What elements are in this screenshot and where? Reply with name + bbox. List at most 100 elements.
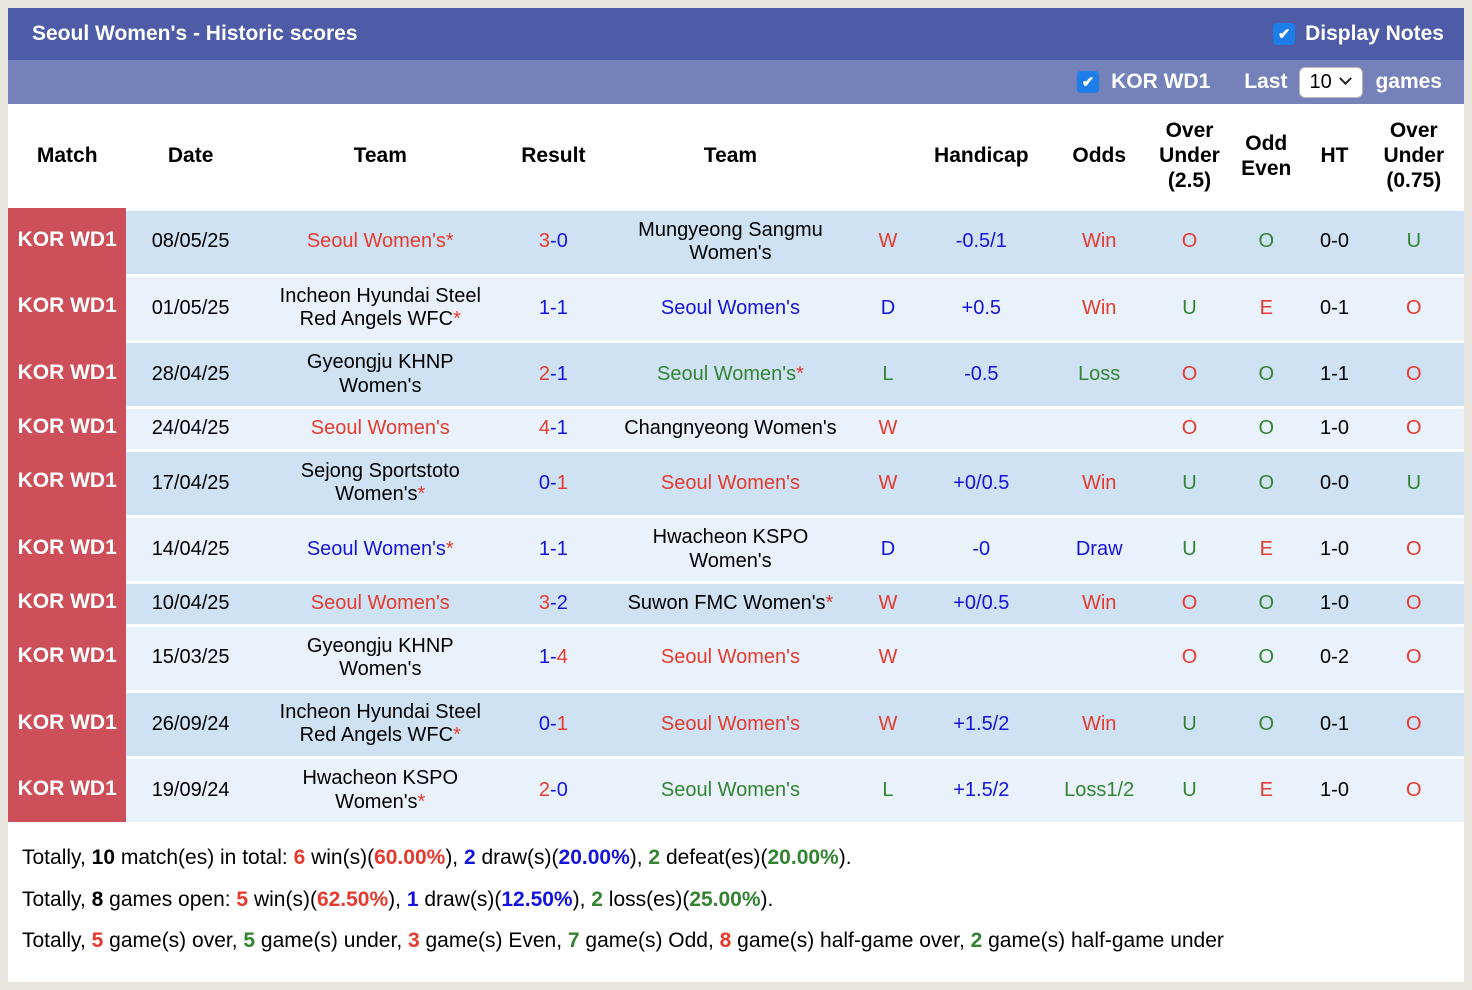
league-checkbox[interactable]: ✔	[1077, 71, 1100, 93]
cell-over-under-25: U	[1151, 514, 1228, 582]
col-header-handicap: Handicap	[916, 104, 1047, 208]
text: +0.5	[961, 296, 1002, 319]
cell-wdl: L	[859, 339, 917, 407]
text: O	[1406, 592, 1422, 615]
cell-over-under-25: O	[1151, 406, 1228, 449]
text: O	[1181, 417, 1198, 440]
text: U	[1406, 471, 1422, 494]
team-name: Seoul Women's	[660, 646, 800, 669]
cell-odds: Win	[1046, 581, 1152, 624]
cell-team-home: Seoul Women's*	[254, 514, 506, 582]
display-notes-checkbox[interactable]: ✔	[1273, 23, 1296, 45]
team-name: Hwacheon KSPO Women's*	[302, 767, 459, 813]
col-header-odd_even: Odd Even	[1227, 104, 1306, 208]
text: O	[1258, 592, 1275, 615]
text: Draw	[1075, 537, 1123, 560]
cell-over-under-075: O	[1363, 689, 1464, 757]
cell-odds	[1046, 406, 1152, 449]
text: U	[1182, 296, 1197, 319]
summary-segment: Totally,	[22, 846, 92, 870]
team-name: Incheon Hyundai Steel Red Angels WFC*	[279, 700, 481, 747]
team-name: Seoul Women's	[660, 471, 800, 494]
cell-odd-even: O	[1227, 689, 1306, 757]
summary-segment: 25.00%	[689, 887, 761, 911]
cell-wdl: W	[859, 623, 917, 690]
team-name: Seoul Women's	[310, 417, 450, 440]
text: O	[1258, 230, 1275, 253]
cell-match: KOR WD1	[8, 273, 127, 340]
text: O	[1258, 417, 1275, 440]
summary-segment: 1	[406, 887, 419, 911]
col-header-ou25: Over Under (2.5)	[1151, 104, 1228, 208]
filter-bar: ✔ KOR WD1 Last 10 games	[8, 60, 1464, 104]
text: O	[1406, 417, 1422, 440]
summary-segment: 7	[567, 928, 580, 952]
injury-star-icon: *	[453, 308, 461, 331]
team-name: Mungyeong Sangmu Women's	[638, 218, 823, 265]
summary-line-1: Totally, 10 match(es) in total: 6 win(s)…	[22, 844, 1450, 871]
summary-segment: game(s) Odd,	[579, 928, 720, 952]
cell-handicap: +0/0.5	[916, 581, 1047, 624]
cell-date: 17/04/25	[126, 448, 255, 515]
cell-wdl: D	[859, 273, 917, 340]
cell-odds: Draw	[1046, 514, 1152, 582]
cell-odds: Win	[1046, 273, 1152, 340]
score-dash: -	[550, 362, 557, 385]
cell-match: KOR WD1	[8, 514, 127, 582]
games-count-select[interactable]: 10	[1299, 66, 1364, 98]
injury-star-icon: *	[453, 724, 461, 747]
cell-date: 10/04/25	[126, 581, 255, 624]
summary: Totally, 10 match(es) in total: 6 win(s)…	[8, 822, 1464, 983]
cell-over-under-075: O	[1363, 581, 1464, 624]
team-name: Seoul Women's	[660, 712, 800, 735]
cell-over-under-075: O	[1363, 273, 1464, 340]
cell-wdl: W	[859, 207, 917, 274]
cell-team-home: Incheon Hyundai Steel Red Angels WFC*	[254, 689, 506, 757]
score-dash: -	[550, 471, 557, 494]
col-header-result: Result	[505, 104, 602, 208]
table-row: KOR WD1 14/04/25 Seoul Women's* 1-1 Hwacheon…	[8, 514, 1464, 582]
text: W	[878, 471, 898, 494]
score-home: 3	[538, 230, 551, 253]
injury-star-icon: *	[445, 230, 454, 253]
score-dash: -	[550, 296, 557, 319]
cell-ht: 0-2	[1305, 623, 1364, 690]
summary-segment: game(s) Even,	[419, 928, 568, 952]
team-name: Hwacheon KSPO Women's	[652, 525, 809, 572]
cell-team-away: Seoul Women's	[601, 448, 860, 515]
text: O	[1406, 778, 1422, 801]
table-row: KOR WD1 17/04/25 Sejong Sportstoto Women's…	[8, 448, 1464, 515]
cell-team-home: Incheon Hyundai Steel Red Angels WFC*	[254, 273, 506, 340]
table-row: KOR WD1 19/09/24 Hwacheon KSPO Women's* 2-0…	[8, 756, 1464, 823]
text: Win	[1081, 712, 1117, 735]
cell-odd-even: O	[1227, 623, 1306, 690]
cell-odd-even: E	[1227, 514, 1306, 582]
summary-segment: Totally,	[22, 887, 92, 911]
summary-segment: 10	[91, 846, 115, 870]
table-header-row: Match Date Team Result Team Handicap Odds Over U…	[8, 104, 1464, 208]
team-name: Sejong Sportstoto Women's*	[300, 459, 460, 506]
table-row: KOR WD1 10/04/25 Seoul Women's 3-2 Suwon FMC…	[8, 581, 1464, 624]
cell-team-away: Suwon FMC Women's*	[601, 581, 860, 624]
cell-team-away: Seoul Women's	[601, 273, 860, 340]
text: D	[880, 296, 896, 319]
text: Win	[1081, 230, 1117, 253]
cell-date: 08/05/25	[126, 207, 255, 274]
score-home: 1	[538, 296, 551, 319]
cell-result: 2-0	[505, 756, 602, 823]
text: +1.5/2	[953, 712, 1010, 735]
col-header-match: Match	[8, 104, 127, 208]
cell-date: 19/09/24	[126, 756, 255, 823]
cell-over-under-25: O	[1151, 207, 1228, 274]
cell-ht: 1-0	[1305, 406, 1364, 449]
col-header-odds: Odds	[1046, 104, 1152, 208]
cell-date: 24/04/25	[126, 406, 255, 449]
text: O	[1258, 471, 1275, 494]
score-away: 1	[556, 296, 568, 319]
cell-over-under-075: O	[1363, 514, 1464, 582]
injury-star-icon: *	[417, 483, 426, 506]
cell-over-under-25: U	[1151, 448, 1228, 515]
cell-ht: 0-0	[1305, 448, 1364, 515]
cell-match: KOR WD1	[8, 623, 127, 690]
cell-result: 2-1	[505, 339, 602, 407]
